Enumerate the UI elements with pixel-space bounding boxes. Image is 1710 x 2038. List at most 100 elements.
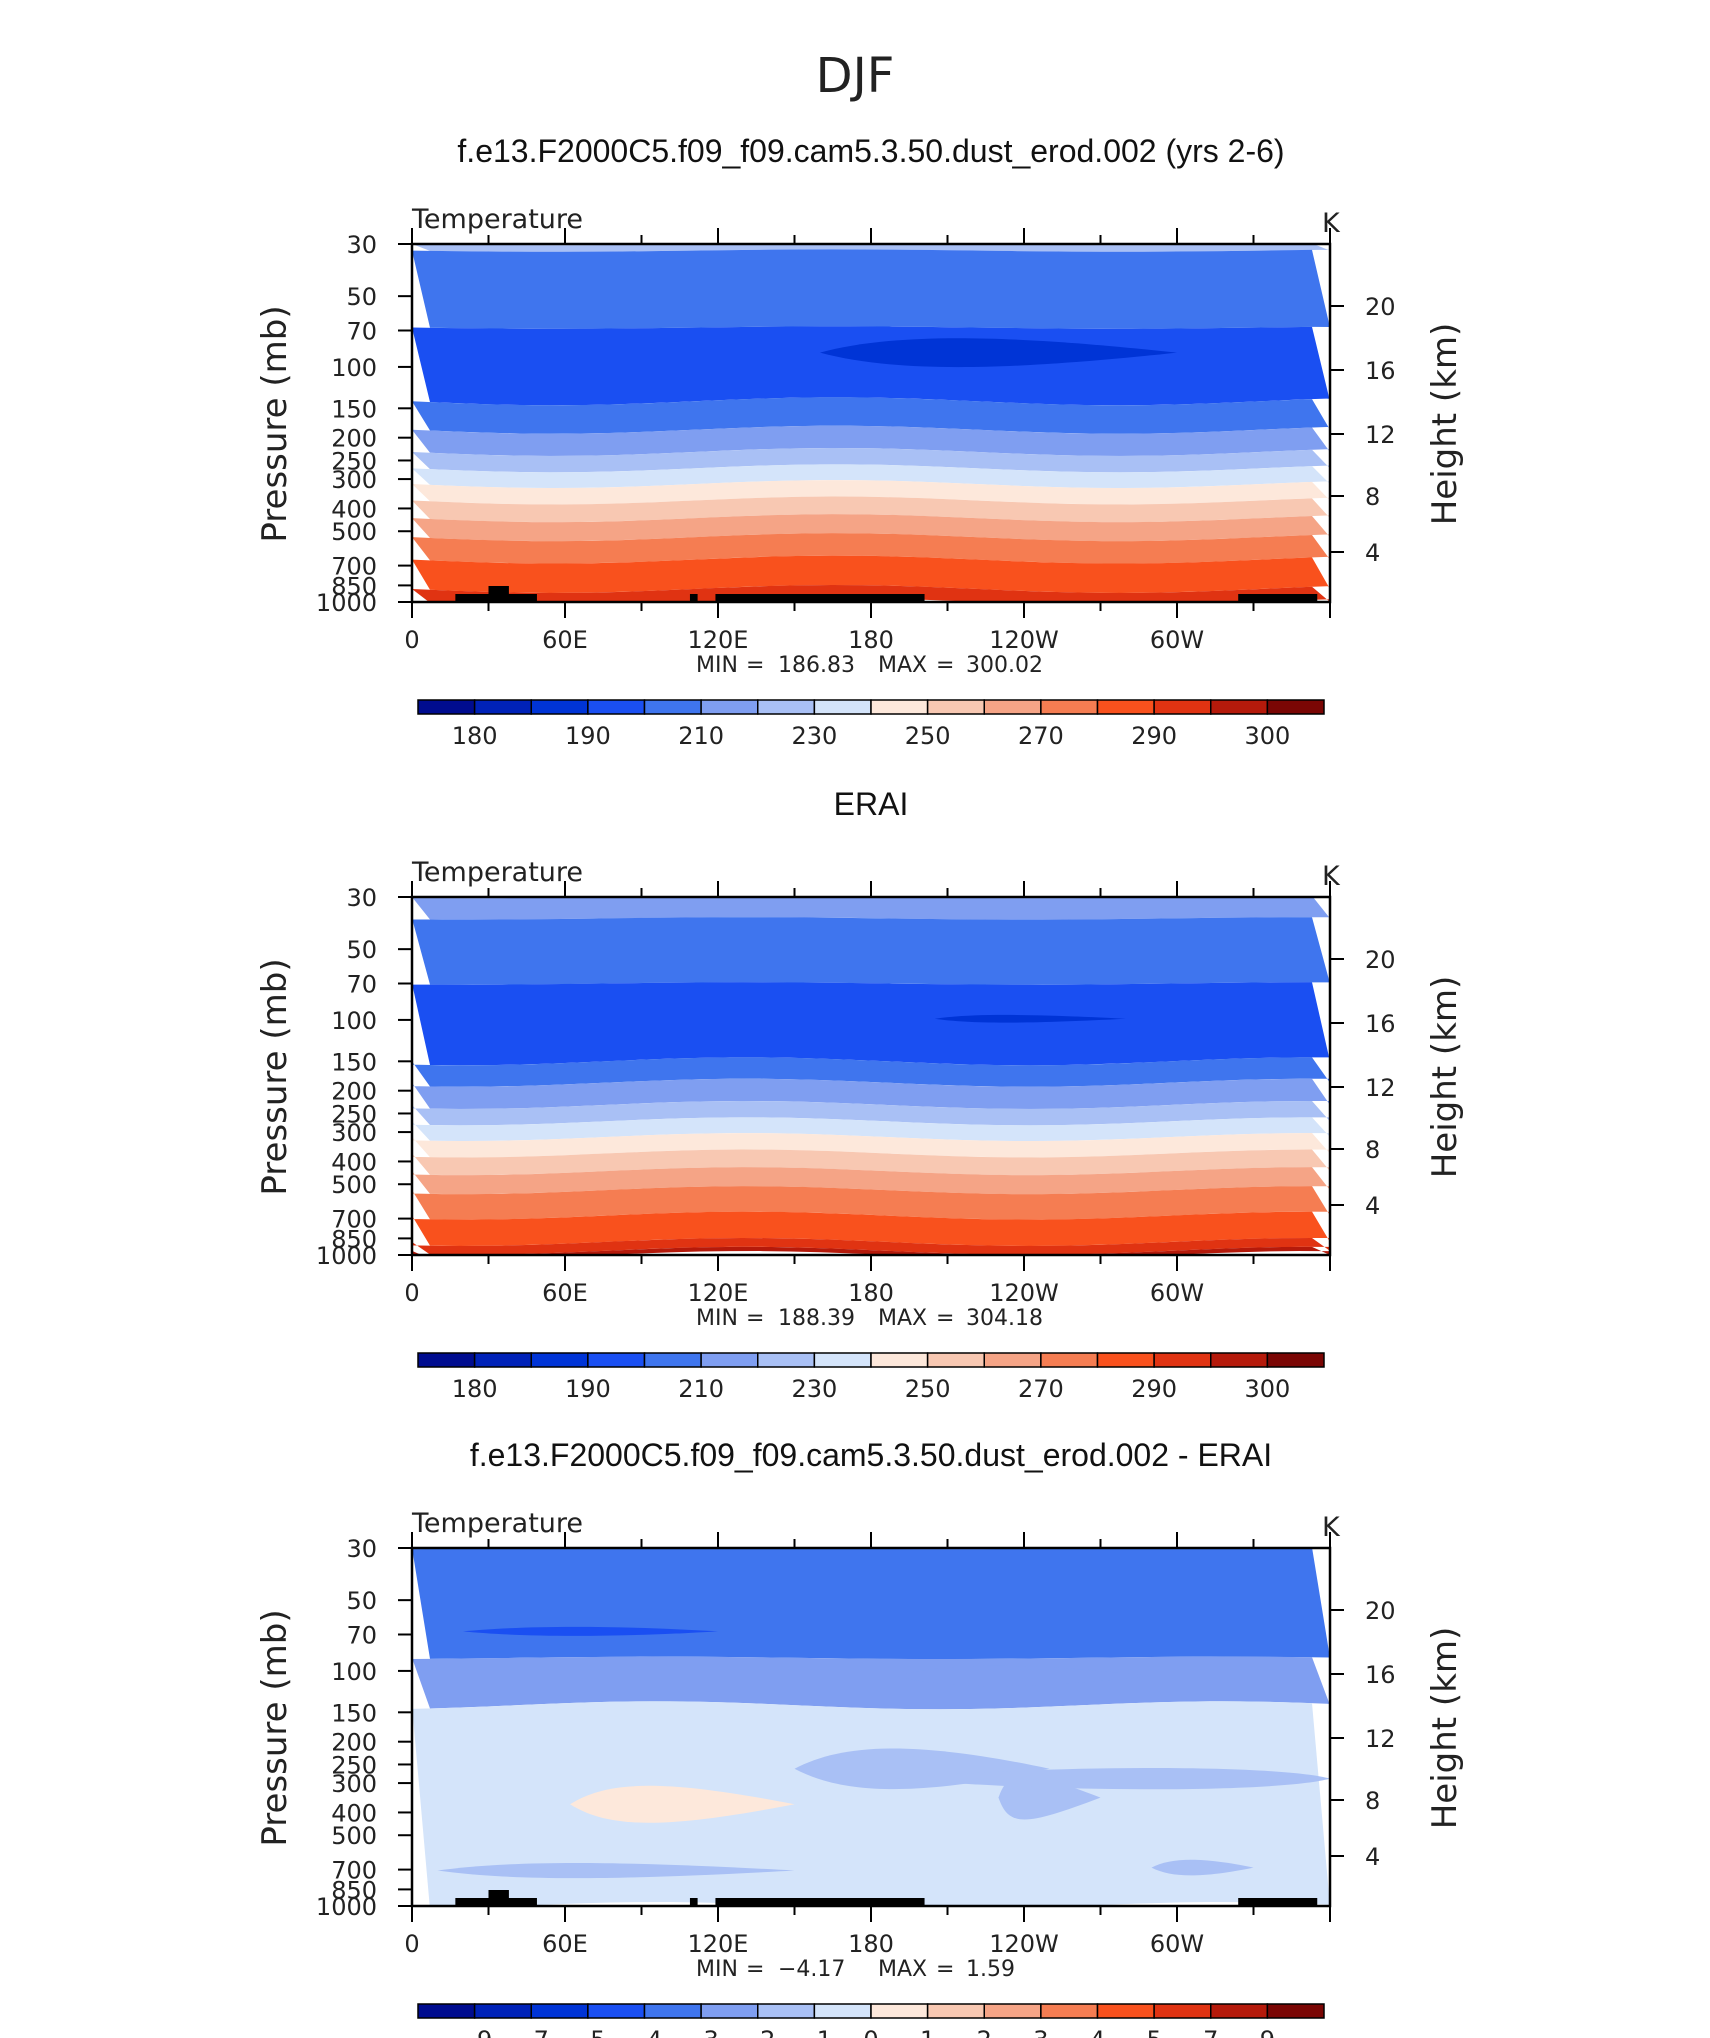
panel-title: ERAI (834, 786, 909, 822)
min-value: 186.83 (778, 653, 855, 678)
y-tick-label: 70 (346, 1622, 377, 1650)
x-tick-label: 0 (404, 1279, 419, 1307)
y-tick-label: 500 (331, 1171, 377, 1199)
colorbar-label: −7 (514, 2026, 549, 2038)
variable-label: Temperature (411, 204, 583, 235)
y2-tick-label: 8 (1365, 1787, 1380, 1815)
y-tick-label: 50 (346, 936, 377, 964)
colorbar-swatch (587, 1352, 646, 1368)
y2-tick-label: 8 (1365, 1136, 1380, 1164)
x-tick-label: 120W (989, 626, 1059, 654)
panel-title: f.e13.F2000C5.f09_f09.cam5.3.50.dust_ero… (457, 133, 1284, 169)
colorbar-swatch (926, 699, 985, 715)
contour-band (412, 1100, 1330, 1126)
colorbar-swatch (813, 2003, 872, 2019)
variable-label: Temperature (411, 1508, 583, 1539)
x-tick-label: 60W (1150, 1279, 1204, 1307)
min-label: MIN (696, 653, 738, 678)
colorbar-swatch (1266, 2003, 1325, 2019)
y2-tick-label: 12 (1365, 421, 1396, 449)
y-tick-label: 300 (331, 1770, 377, 1798)
x-tick-label: 180 (848, 1930, 894, 1958)
y-tick-label: 850 (331, 1876, 377, 1904)
y-tick-label: 70 (346, 318, 377, 346)
y2-tick-label: 20 (1365, 946, 1396, 974)
max-equals: = (936, 1306, 954, 1331)
contour-band (412, 480, 1330, 505)
colorbar-swatch (1096, 2003, 1155, 2019)
units-label: K (1322, 208, 1341, 239)
colorbar-swatch (643, 699, 702, 715)
colorbar-label: −1 (797, 2026, 832, 2038)
colorbar-swatch (870, 2003, 929, 2019)
max-value: 304.18 (966, 1306, 1043, 1331)
colorbar-swatch (1266, 1352, 1325, 1368)
y-tick-label: 30 (346, 231, 377, 259)
y-tick-label: 1000 (316, 1893, 377, 1921)
y2-axis-title: Height (km) (1425, 1627, 1465, 1830)
y2-tick-label: 4 (1365, 1843, 1380, 1871)
colorbar-label: −2 (740, 2026, 775, 2038)
contour-band (412, 244, 1330, 252)
colorbar-swatch (1040, 2003, 1099, 2019)
y2-tick-label: 12 (1365, 1074, 1396, 1102)
x-tick-label: 60W (1150, 1930, 1204, 1958)
colorbar-swatch (473, 2003, 532, 2019)
y-tick-label: 700 (331, 1857, 377, 1885)
max-value: 1.59 (966, 1957, 1015, 1982)
min-equals: = (746, 1306, 764, 1331)
colorbar-swatch (643, 1352, 702, 1368)
y2-tick-label: 4 (1365, 1192, 1380, 1220)
topography (1238, 1898, 1318, 1906)
colorbar-swatch (473, 699, 532, 715)
max-label: MAX (878, 1957, 927, 1982)
panel-2: ERAI Temperature K 0 60E 120E 180 120W 60W 30 50 70… (255, 786, 1465, 1403)
contour-blob (437, 1862, 795, 1879)
colorbar-swatch (530, 2003, 589, 2019)
colorbar-label: 9 (1260, 2026, 1275, 2038)
y-tick-label: 150 (331, 395, 377, 423)
colorbar-swatch (1040, 699, 1099, 715)
colorbar-swatch (1040, 1352, 1099, 1368)
x-tick-label: 60E (542, 1930, 588, 1958)
colorbar-swatch (643, 2003, 702, 2019)
y-tick-label: 300 (331, 466, 377, 494)
y-tick-label: 700 (331, 1206, 377, 1234)
colorbar-swatch (1210, 2003, 1269, 2019)
contour-band (412, 1701, 1330, 1906)
contour-blob (820, 338, 1177, 368)
y-tick-label: 30 (346, 884, 377, 912)
contour-band (412, 1078, 1330, 1109)
contour-blob (934, 1014, 1126, 1023)
colorbar-swatch (1153, 2003, 1212, 2019)
contour-band (412, 584, 1330, 602)
y-axis-title: Pressure (mb) (255, 305, 295, 542)
colorbar-label: −9 (457, 2026, 492, 2038)
topography (488, 586, 509, 602)
units-label: K (1322, 1512, 1341, 1543)
colorbar-swatch (417, 2003, 476, 2019)
colorbar-label: 180 (452, 722, 498, 750)
colorbar-label: 7 (1203, 2026, 1218, 2038)
y-tick-label: 500 (331, 1822, 377, 1850)
contour-band (412, 1117, 1330, 1142)
y-tick-label: 700 (331, 553, 377, 581)
y-tick-label: 1000 (316, 589, 377, 617)
colorbar-swatch (587, 2003, 646, 2019)
x-tick-label: 120E (688, 626, 749, 654)
colorbar-swatch (757, 699, 816, 715)
contour-band (412, 897, 1330, 920)
colorbar-swatch (1096, 1352, 1155, 1368)
y-tick-label: 250 (331, 1100, 377, 1128)
colorbar-swatch (870, 1352, 929, 1368)
colorbar-label: 250 (905, 1375, 951, 1403)
colorbar-swatch (813, 699, 872, 715)
x-tick-label: 180 (848, 1279, 894, 1307)
y-tick-label: 400 (331, 495, 377, 523)
page-title: DJF (816, 48, 895, 104)
contour-band (412, 1149, 1330, 1176)
colorbar-label: 230 (791, 722, 837, 750)
y-axis-title: Pressure (mb) (255, 1609, 295, 1846)
contour-band (412, 982, 1330, 1066)
y-tick-label: 850 (331, 1225, 377, 1253)
